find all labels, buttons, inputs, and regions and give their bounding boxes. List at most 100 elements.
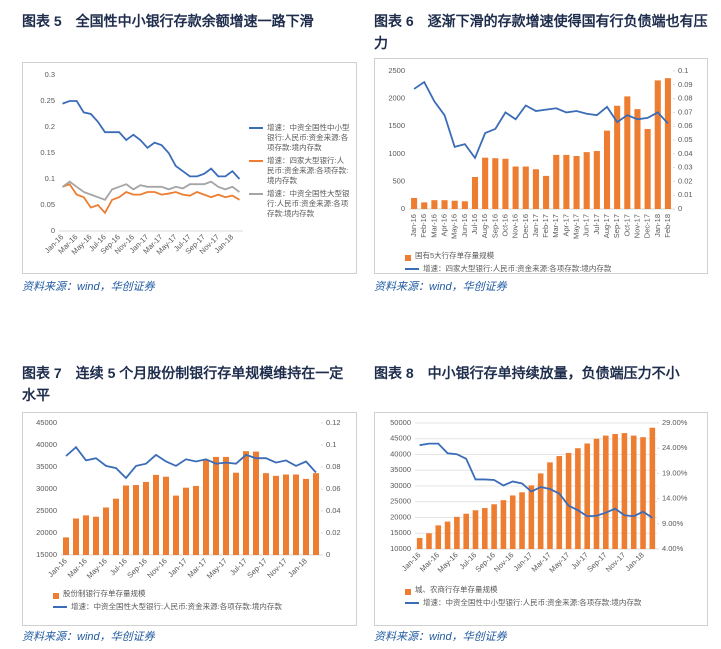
source: 资料来源：wind，华创证券	[374, 281, 507, 293]
y-tick-label: 45000	[36, 418, 57, 427]
y2-tick-label: 0.05	[678, 135, 693, 144]
bar	[103, 507, 109, 555]
y2-tick-label: 0	[326, 550, 330, 559]
y-tick-label: 0	[51, 226, 55, 235]
source: 资料来源：wind，华创证券	[374, 631, 507, 643]
legend-label: 城、农商行存单存量规模	[415, 585, 498, 594]
x-tick-label: Aug-16	[480, 214, 489, 238]
bar	[213, 456, 219, 555]
y2-tick-label: 9.00%	[662, 519, 684, 528]
x-tick-label: May-16	[450, 214, 459, 239]
bar	[593, 438, 600, 549]
bar	[482, 157, 489, 209]
bar	[654, 80, 661, 209]
x-tick-label: Feb-16	[419, 214, 428, 238]
bar	[183, 487, 189, 555]
x-tick-label: Apr-17	[561, 214, 570, 237]
chart-box: 15000 20000 25000 30000 35000 40000 45000 0 0.02…	[22, 412, 357, 626]
bar	[411, 197, 418, 209]
x-tick-label: Mar-16	[66, 556, 89, 579]
x-tick-label: Jan-18	[286, 556, 309, 579]
y-tick-label: 0.1	[45, 174, 55, 183]
y2-tick-label: 24.00%	[662, 443, 688, 452]
bar	[583, 152, 590, 209]
bar	[502, 158, 509, 209]
y2-tick-label: 0.12	[326, 418, 341, 427]
bar	[426, 533, 432, 549]
y-tick-label: 30000	[390, 481, 411, 490]
legend-swatch	[405, 268, 419, 270]
chart-title: 图表 5 全国性中小银行存款余额增速一路下滑	[22, 13, 314, 29]
x-tick-label: Nov-17	[604, 550, 627, 573]
legend: 股份制银行存单存量规模 增速：中资全国性大型银行:人民币:资金来源:各项存款:境内…	[53, 589, 343, 615]
bar	[482, 508, 488, 549]
y2-tick-label: 0.07	[678, 107, 693, 116]
bar	[133, 485, 139, 555]
bar	[263, 473, 269, 555]
x-tick-label: Nov-17	[632, 214, 641, 238]
bar	[463, 513, 469, 549]
bar	[143, 481, 149, 555]
y2-tick-label: 0	[678, 204, 682, 213]
chart: 15000 20000 25000 30000 35000 40000 45000 0 0.02…	[36, 418, 341, 581]
legend-swatch	[405, 255, 411, 261]
bar	[603, 435, 609, 549]
x-tick-label: Nov-16	[492, 550, 515, 573]
y-tick-label: 20000	[390, 512, 411, 521]
y-tick-label: 1000	[388, 149, 405, 158]
x-tick-label: Jan-18	[653, 214, 662, 237]
x-tick-label: May-17	[572, 214, 581, 239]
bar	[63, 537, 69, 555]
bar	[303, 478, 309, 555]
x-tick-label: Jan-18	[623, 550, 646, 573]
chart-box: 10000 15000 20000 25000 30000 35000 40000 45000…	[374, 412, 708, 626]
y-tick-label: 1500	[388, 121, 405, 130]
bar	[556, 456, 563, 549]
bar	[173, 495, 179, 555]
bar	[563, 154, 570, 209]
bar	[421, 202, 428, 209]
bar	[113, 498, 119, 555]
legend-label: 增速：中资全国性中小型银行:人民币:资金来源:各项存款:境内存款	[267, 123, 350, 152]
y2-tick-label: 0.03	[678, 163, 693, 172]
y-tick-label: 2500	[388, 66, 405, 75]
line	[62, 180, 240, 201]
x-tick-label: May-17	[205, 556, 229, 580]
x-tick-label: Jul-17	[592, 214, 601, 234]
y-tick-label: 0.05	[40, 200, 55, 209]
y-tick-label: 35000	[390, 465, 411, 474]
bar	[293, 474, 299, 555]
chart: 10000 15000 20000 25000 30000 35000 40000 45000…	[390, 418, 688, 575]
y2-tick-label: 0.1	[678, 66, 688, 75]
x-tick-label: Jul-16	[470, 214, 479, 234]
y2-tick-label: 0.02	[678, 176, 693, 185]
bar	[163, 476, 169, 555]
bar	[471, 176, 479, 209]
legend-label: 国有5大行存单存量规模	[415, 251, 495, 260]
bar	[640, 437, 646, 549]
y2-tick-label: 0.1	[326, 440, 336, 449]
bar	[223, 456, 229, 555]
x-tick-label: Jun-17	[582, 214, 591, 237]
bar	[543, 175, 550, 209]
bar	[512, 166, 519, 209]
bar	[416, 537, 423, 549]
legend-swatch	[249, 127, 263, 129]
legend-item: 增速：中资全国性中小型银行:人民币:资金来源:各项存款:境内存款	[405, 598, 695, 608]
y-tick-label: 0.25	[40, 96, 55, 105]
y-tick-label: 20000	[36, 528, 57, 537]
legend-item: 国有5大行存单存量规模	[405, 251, 705, 261]
bar	[435, 525, 442, 549]
line	[65, 445, 317, 480]
x-tick-label: Jan-16	[46, 556, 69, 579]
bar	[153, 474, 159, 555]
bar	[472, 510, 479, 549]
line	[62, 183, 240, 215]
bar	[444, 521, 451, 549]
y-tick-label: 50000	[390, 418, 411, 427]
legend: 增速：中资全国性中小型银行:人民币:资金来源:各项存款:境内存款 增速：四家大型银…	[249, 123, 351, 222]
x-tick-label: Apr-16	[440, 214, 449, 237]
y-tick-label: 45000	[390, 434, 411, 443]
y-tick-label: 15000	[390, 528, 411, 537]
y2-tick-label: 4.00%	[662, 544, 684, 553]
